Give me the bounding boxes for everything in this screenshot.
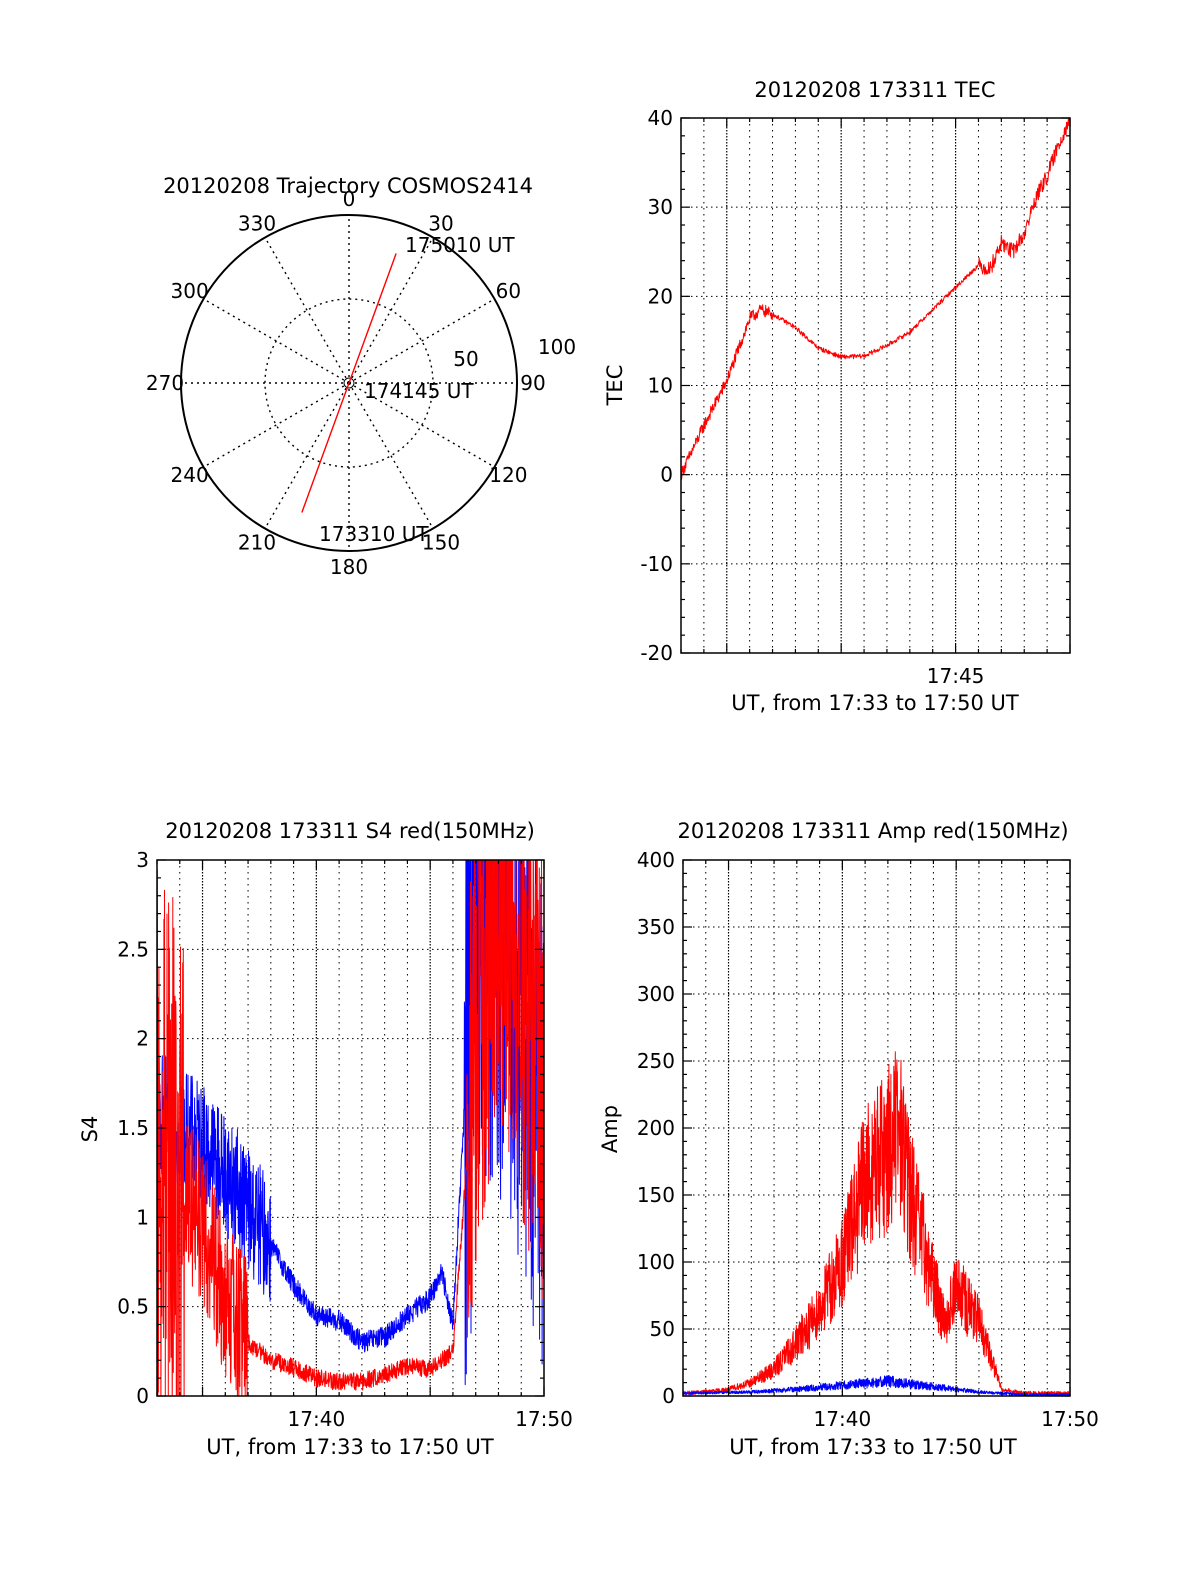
polar-angle-label: 270 [146, 371, 184, 395]
series-group [157, 860, 544, 1396]
polar-angle-label: 60 [496, 279, 521, 303]
xtick-label: 17:50 [1041, 1407, 1099, 1431]
ytick-label: 400 [637, 848, 675, 872]
s4-panel: 20120208 173311 S4 red(150MHz) UT, from … [78, 819, 573, 1459]
polar-angle-label: 120 [489, 463, 527, 487]
s4-axes: 0 0.5 1 1.5 2 2.5 3 17:40 17:50 [117, 848, 573, 1431]
amp-axes: 0 50 100 150 200 250 300 350 400 17:40 17:50 [637, 848, 1099, 1431]
ytick-label: 20 [648, 284, 673, 308]
polar-spoke-120 [348, 382, 495, 468]
polar-title: 20120208 Trajectory COSMOS2414 [163, 174, 533, 198]
amp-xlabel: UT, from 17:33 to 17:50 UT [729, 1435, 1017, 1459]
polar-spoke-30 [348, 237, 434, 384]
series-group [681, 118, 1070, 481]
trajectory-line [301, 253, 397, 513]
polar-angle-label: 90 [520, 371, 545, 395]
tec-ylabel: TEC [603, 365, 627, 407]
tec-title: 20120208 173311 TEC [754, 78, 995, 102]
ytick-label: 0 [136, 1384, 149, 1408]
polar-angle-label: 150 [422, 530, 460, 554]
xtick-label: 17:50 [515, 1407, 573, 1431]
ytick-label: 1 [136, 1205, 149, 1229]
ytick-label: 250 [637, 1049, 675, 1073]
ytick-label: 150 [637, 1183, 675, 1207]
series-line [681, 118, 1070, 481]
polar-angle-label: 300 [171, 279, 209, 303]
ytick-label: -20 [640, 641, 673, 665]
s4-xlabel: UT, from 17:33 to 17:50 UT [206, 1435, 494, 1459]
amp-ylabel: Amp [598, 1105, 622, 1153]
polar-spoke-240 [203, 382, 350, 468]
ytick-label: 3 [136, 848, 149, 872]
ytick-label: 0 [662, 1384, 675, 1408]
series-group [683, 1051, 1070, 1396]
ytick-label: 350 [637, 915, 675, 939]
polar-trajectory-panel: 20120208 Trajectory COSMOS2414 0 30 60 90 12… [146, 174, 576, 579]
polar-angle-label: 240 [171, 463, 209, 487]
s4-ylabel: S4 [78, 1116, 102, 1143]
ytick-label: 200 [637, 1116, 675, 1140]
polar-spoke-300 [203, 298, 350, 384]
polar-angle-label: 30 [428, 212, 453, 236]
series-line [683, 1051, 1070, 1396]
s4-title: 20120208 173311 S4 red(150MHz) [165, 819, 535, 843]
ytick-label: 100 [637, 1250, 675, 1274]
ytick-label: 0 [660, 463, 673, 487]
ytick-label: 0.5 [117, 1295, 149, 1319]
xtick-label: 17:40 [814, 1407, 872, 1431]
annotation-mid-time: 174145 UT [364, 379, 474, 403]
ytick-label: 50 [650, 1317, 675, 1341]
ytick-label: 300 [637, 982, 675, 1006]
ytick-label: 1.5 [117, 1116, 149, 1140]
ytick-label: 2.5 [117, 937, 149, 961]
ytick-label: 10 [648, 374, 673, 398]
polar-spoke-330 [264, 237, 350, 384]
polar-angle-label: 180 [330, 555, 368, 579]
series-line [683, 1375, 1070, 1396]
polar-grid: 0 30 60 90 120 150 180 210 240 270 300 330 50 100 [146, 187, 576, 579]
annotation-start-time: 173310 UT [319, 522, 429, 546]
polar-angle-label: 0 [343, 187, 356, 211]
polar-spoke-60 [348, 298, 495, 384]
polar-spoke-210 [264, 382, 350, 529]
annotation-end-time: 175010 UT [405, 233, 515, 257]
ytick-label: -10 [640, 552, 673, 576]
ytick-label: 40 [648, 106, 673, 130]
polar-radius-label: 100 [538, 335, 576, 359]
series-line [157, 860, 544, 1396]
tec-xlabel: UT, from 17:33 to 17:50 UT [731, 691, 1019, 715]
ytick-label: 2 [136, 1027, 149, 1051]
amp-panel: 20120208 173311 Amp red(150MHz) UT, from… [598, 819, 1099, 1459]
polar-spoke-150 [348, 382, 434, 529]
xtick-label: 17:45 [927, 664, 985, 688]
polar-outer-circle [180, 214, 518, 552]
tec-axes: -20 -10 0 10 20 30 40 17:45 [640, 106, 1071, 688]
polar-radius-label: 50 [453, 347, 478, 371]
ytick-label: 30 [648, 195, 673, 219]
xtick-label: 17:40 [288, 1407, 346, 1431]
polar-marks: 175010 UT 174145 UT 173310 UT [301, 233, 515, 546]
tec-panel: 20120208 173311 TEC UT, from 17:33 to 17… [603, 78, 1071, 715]
polar-center-circle [343, 377, 355, 389]
polar-angle-label: 330 [238, 212, 276, 236]
amp-title: 20120208 173311 Amp red(150MHz) [677, 819, 1068, 843]
polar-angle-label: 210 [238, 530, 276, 554]
